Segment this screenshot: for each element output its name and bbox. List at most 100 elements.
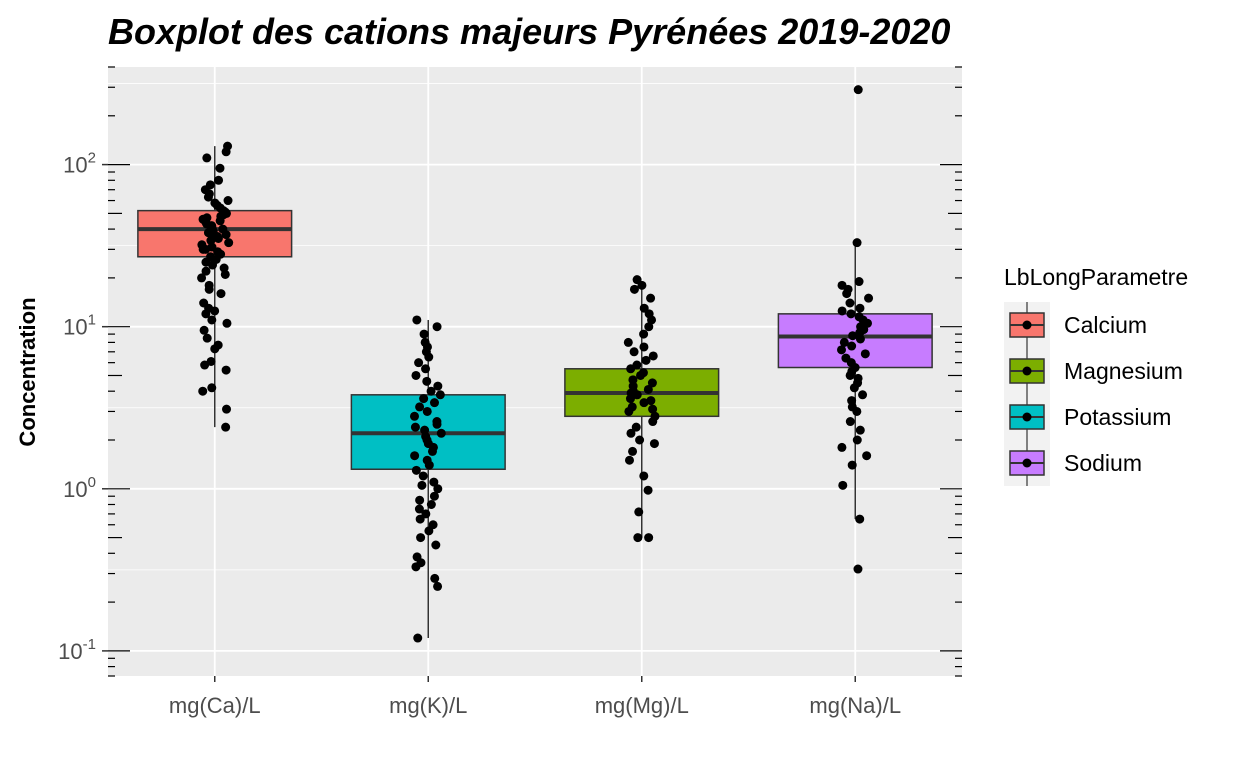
data-point <box>432 322 442 332</box>
data-point <box>213 340 223 350</box>
data-point <box>847 460 857 470</box>
data-point <box>862 451 872 461</box>
data-point <box>648 351 658 361</box>
data-point <box>222 318 232 328</box>
data-point <box>629 284 639 294</box>
y-tick-label: 101 <box>63 312 96 340</box>
data-point <box>433 381 443 391</box>
x-tick-label: mg(K)/L <box>389 693 467 718</box>
data-point <box>421 364 431 374</box>
data-point <box>415 495 425 505</box>
y-axis-title: Concentration <box>15 297 40 446</box>
data-point <box>409 411 419 421</box>
data-point <box>853 564 863 574</box>
data-point <box>841 353 851 363</box>
data-point <box>433 581 443 591</box>
data-point <box>628 381 638 391</box>
data-point <box>848 331 858 341</box>
data-point <box>414 504 424 514</box>
data-point <box>201 266 211 276</box>
data-point <box>197 273 207 283</box>
y-tick-label: 100 <box>63 474 96 502</box>
data-point <box>197 240 207 250</box>
data-point <box>206 236 216 246</box>
data-point <box>426 386 436 396</box>
data-point <box>219 263 229 273</box>
data-point <box>422 455 432 465</box>
data-point <box>845 417 855 427</box>
legend-label: Sodium <box>1064 450 1142 476</box>
data-point <box>420 425 430 435</box>
data-point <box>410 422 420 432</box>
data-point <box>202 333 212 343</box>
data-point <box>417 480 427 490</box>
chart-title: Boxplot des cations majeurs Pyrénées 201… <box>108 11 950 52</box>
data-point <box>207 383 217 393</box>
data-point <box>628 375 638 385</box>
data-point <box>223 196 233 206</box>
data-point <box>852 238 862 248</box>
data-point <box>855 303 865 313</box>
data-point <box>216 289 226 299</box>
data-point <box>837 345 847 355</box>
data-point <box>418 471 428 481</box>
data-point <box>433 484 443 494</box>
data-point <box>634 507 644 517</box>
data-point <box>428 520 438 530</box>
data-point <box>649 439 659 449</box>
data-point <box>210 198 220 208</box>
data-point <box>422 376 432 386</box>
data-point <box>432 417 442 427</box>
data-point <box>839 337 849 347</box>
data-point <box>415 514 425 524</box>
data-point <box>416 533 426 543</box>
data-point <box>629 347 639 357</box>
legend-label: Potassium <box>1064 404 1171 430</box>
data-point <box>632 360 642 370</box>
legend-label: Calcium <box>1064 312 1147 338</box>
x-tick-label: mg(Na)/L <box>809 693 901 718</box>
data-point <box>852 435 862 445</box>
data-point <box>628 446 638 456</box>
data-point <box>646 396 656 406</box>
data-point <box>635 435 645 445</box>
data-point <box>846 309 856 319</box>
data-point <box>431 540 441 550</box>
data-point <box>218 224 228 234</box>
data-point <box>631 422 641 432</box>
data-point <box>223 141 233 151</box>
data-point <box>215 163 225 173</box>
data-point <box>853 85 863 95</box>
data-point <box>632 275 642 285</box>
data-point <box>411 465 421 475</box>
data-point <box>429 398 439 408</box>
data-point <box>639 398 649 408</box>
data-point <box>864 293 874 303</box>
data-point <box>847 341 857 351</box>
data-point <box>860 349 870 359</box>
legend-key-point <box>1022 458 1032 468</box>
x-tick-label: mg(Ca)/L <box>169 693 261 718</box>
data-point <box>639 471 649 481</box>
data-point <box>854 277 864 287</box>
data-point <box>623 337 633 347</box>
data-point <box>414 358 424 368</box>
data-point <box>837 442 847 452</box>
legend-key-point <box>1022 412 1032 422</box>
data-point <box>199 298 209 308</box>
data-point <box>624 455 634 465</box>
data-point <box>650 411 660 421</box>
data-point <box>644 533 654 543</box>
data-point <box>643 485 653 495</box>
data-point <box>422 406 432 416</box>
data-point <box>214 175 224 185</box>
data-point <box>429 491 439 501</box>
box-sodium <box>777 313 933 369</box>
y-tick-label: 10-1 <box>58 636 96 664</box>
data-point <box>643 384 653 394</box>
data-point <box>646 293 656 303</box>
data-point <box>435 390 445 400</box>
data-point <box>221 422 231 432</box>
data-point <box>633 533 643 543</box>
data-point <box>845 298 855 308</box>
